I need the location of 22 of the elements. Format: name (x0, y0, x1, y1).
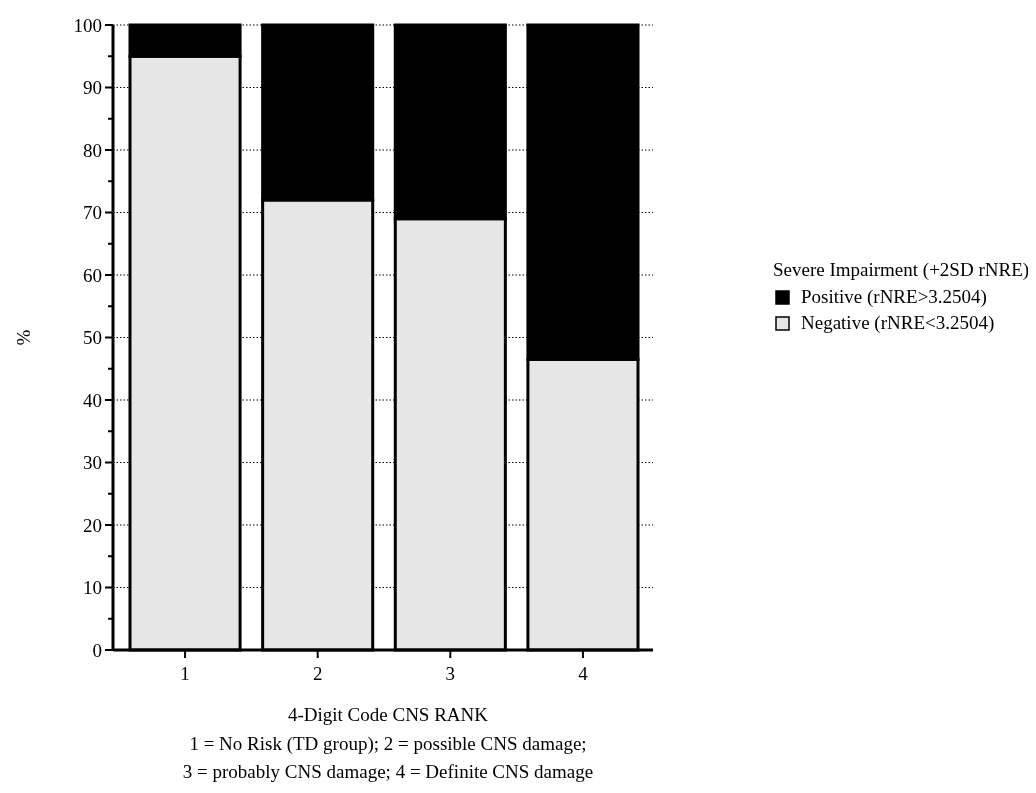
text: 1 = No Risk (TD group); 2 = possible CNS damage; (189, 733, 587, 755)
x-tick-label: 2 (312, 663, 323, 684)
y-tick-label: 10 (83, 577, 102, 599)
y-tick-label: 60 (83, 264, 102, 286)
x-tick-label: 4 (578, 663, 589, 684)
y-tick-label: 0 (92, 639, 102, 661)
y-tick-label: 30 (83, 452, 102, 474)
x-tick-label: 1 (180, 663, 190, 684)
x-tick-label: 3 (445, 663, 456, 684)
y-tick-label: 50 (83, 327, 102, 349)
y-tick-label: 40 (83, 389, 102, 411)
y-axis-title: % (13, 329, 34, 346)
x-axis-title: 4-Digit Code CNS RANK (287, 704, 489, 725)
y-tick-label: 100 (73, 14, 102, 36)
y-tick-label: 90 (83, 77, 102, 99)
text: 3 = probably CNS damage; 4 = Definite CNS damage (182, 761, 594, 782)
y-tick-label: 80 (83, 139, 102, 161)
legend-label: Negative (rNRE<3.2504) (801, 312, 995, 334)
legend-label: Positive (rNRE>3.2504) (801, 286, 987, 308)
y-tick-label: 20 (83, 514, 102, 536)
legend-title: Severe Impairment (+2SD rNRE) (773, 259, 1030, 281)
y-tick-label: 70 (83, 202, 102, 224)
